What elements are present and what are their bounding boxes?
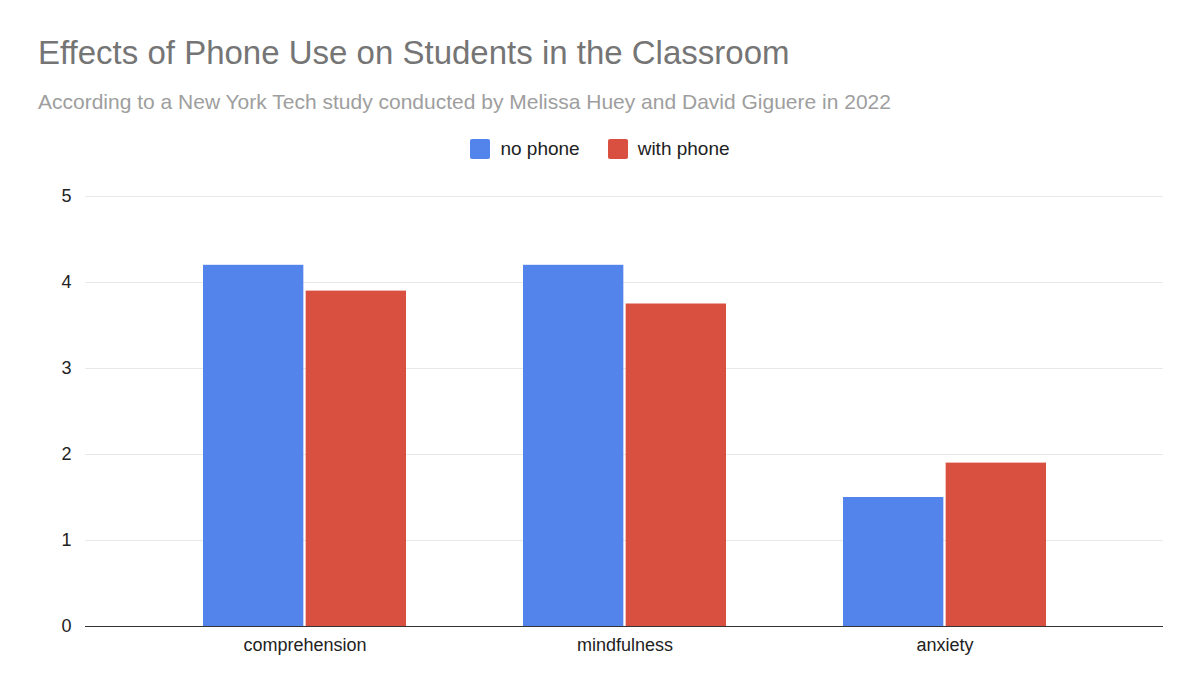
svg-text:2: 2 [61,444,71,464]
html-text:Effects of Phone Use on Studen: Effects of Phone Use on Students in the … [38,34,790,71]
svg-text:0: 0 [61,616,71,636]
svg-text:1: 1 [61,530,71,550]
html-text:no phone: no phone [500,138,580,159]
html-text:with phone: with phone [637,138,730,159]
svg-text:mindfulness: mindfulness [577,635,673,655]
svg-text:anxiety: anxiety [916,635,973,655]
svg-text:5: 5 [61,186,71,206]
svg-text:comprehension: comprehension [243,635,366,655]
svg-text:3: 3 [61,358,71,378]
svg-text:4: 4 [61,272,71,292]
html-text:According to a New York Tech s: According to a New York Tech study condu… [38,90,891,113]
